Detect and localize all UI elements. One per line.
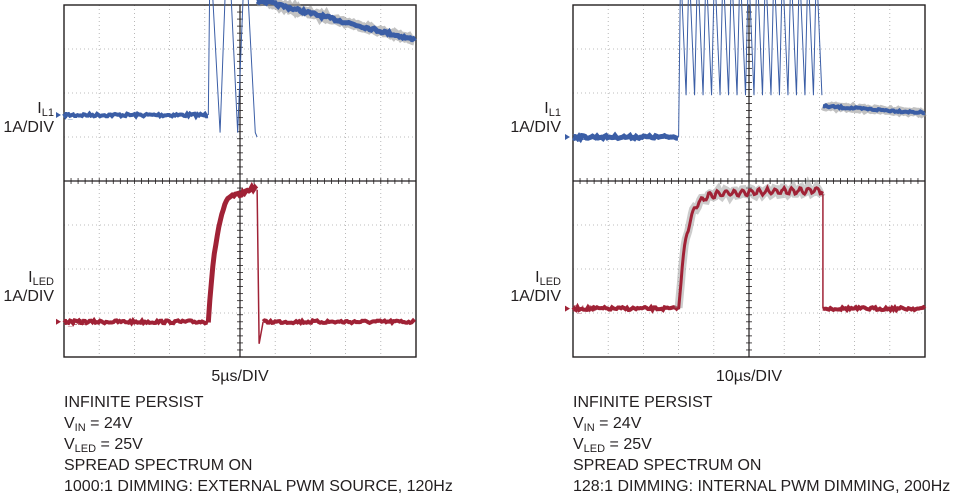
scope-right-il-label: IL1 1A/DIV bbox=[510, 100, 561, 136]
note-persist: INFINITE PERSIST bbox=[64, 394, 204, 411]
scope-left-iled-label: ILED 1A/DIV bbox=[3, 269, 54, 305]
series-iled bbox=[571, 176, 927, 314]
scope-right-plot: I_L I_LED bbox=[565, 0, 927, 358]
iled-tail bbox=[822, 304, 927, 314]
grid bbox=[63, 4, 417, 358]
il-after bbox=[255, 0, 417, 43]
il-baseline bbox=[62, 110, 209, 121]
scope-right-notes: INFINITE PERSIST VIN = 24V VLED = 25V SP… bbox=[573, 392, 950, 497]
iled-baseline bbox=[62, 316, 209, 327]
note-dimming: 1000:1 DIMMING: EXTERNAL PWM SOURCE, 120… bbox=[64, 478, 453, 495]
note-spread: SPREAD SPECTRUM ON bbox=[573, 457, 762, 474]
series-il bbox=[572, 0, 927, 144]
ground-marker bbox=[565, 305, 570, 312]
scope-frame bbox=[572, 4, 926, 358]
scope-left-plot: I_L I_LED bbox=[56, 0, 417, 358]
ground-marker-label: I_L bbox=[572, 133, 587, 142]
note-persist: INFINITE PERSIST bbox=[573, 394, 713, 411]
ground-marker-label: I_LED bbox=[63, 318, 87, 327]
iled-pulse-shadow bbox=[674, 176, 826, 309]
series-iled bbox=[62, 181, 417, 344]
iled-pulse bbox=[677, 184, 824, 310]
series-il bbox=[62, 0, 417, 138]
note-vin: VIN = 24V bbox=[573, 415, 642, 434]
ground-marker bbox=[56, 318, 61, 325]
il-switching bbox=[678, 0, 823, 138]
scope-right: I_L I_LED bbox=[565, 0, 927, 358]
iled-fall bbox=[256, 189, 264, 344]
scope-left-xlabel: 5µs/DIV bbox=[211, 368, 269, 385]
note-spread: SPREAD SPECTRUM ON bbox=[64, 457, 253, 474]
scope-left-notes: INFINITE PERSIST VIN = 24V VLED = 25V SP… bbox=[64, 392, 453, 497]
note-vled: VLED = 25V bbox=[573, 436, 652, 455]
scope-frame bbox=[63, 4, 417, 358]
ground-marker-label: I_L bbox=[63, 111, 78, 120]
note-dimming: 128:1 DIMMING: INTERNAL PWM DIMMING, 200… bbox=[573, 478, 951, 495]
ground-marker bbox=[565, 134, 570, 140]
iled-tail bbox=[261, 317, 417, 327]
scope-left: I_L I_LED bbox=[56, 0, 417, 358]
scope-right-iled-label: ILED 1A/DIV bbox=[510, 269, 561, 305]
scope-left-il-label: IL1 1A/DIV bbox=[3, 100, 54, 136]
ground-marker bbox=[56, 112, 61, 118]
iled-baseline bbox=[571, 302, 680, 314]
grid bbox=[572, 4, 926, 358]
il-baseline bbox=[572, 131, 679, 144]
il-spikes bbox=[207, 0, 258, 138]
iled-pulse bbox=[205, 181, 259, 323]
note-vled: VLED = 25V bbox=[64, 436, 143, 455]
scope-right-xlabel: 10µs/DIV bbox=[715, 368, 783, 385]
il-after bbox=[822, 102, 926, 116]
note-vin: VIN = 24V bbox=[64, 415, 133, 434]
ground-marker-label: I_LED bbox=[572, 305, 596, 314]
